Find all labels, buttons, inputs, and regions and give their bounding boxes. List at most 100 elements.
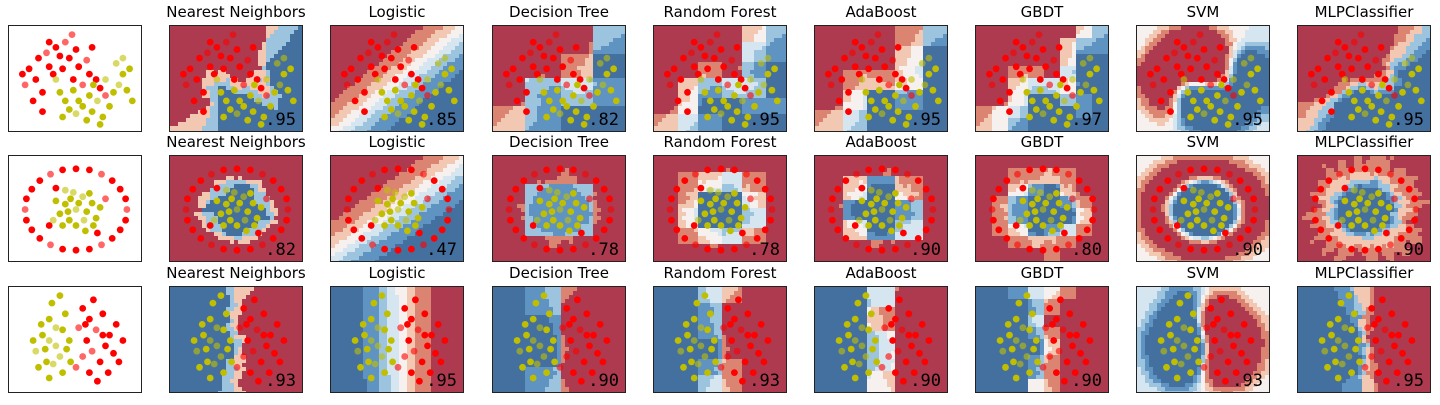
decision-region-cell bbox=[835, 82, 839, 86]
data-point-class-1 bbox=[236, 97, 244, 105]
decision-region-cell bbox=[827, 78, 831, 82]
decision-region-cell bbox=[170, 110, 174, 114]
decision-region-cell bbox=[589, 70, 593, 74]
data-point-class-1 bbox=[751, 102, 758, 110]
decision-region-cell bbox=[976, 26, 980, 30]
decision-region-cell bbox=[831, 94, 835, 98]
data-point-class-0 bbox=[56, 52, 64, 60]
decision-region-cell bbox=[206, 86, 210, 90]
decision-region-cell bbox=[501, 58, 505, 62]
decision-region-cell bbox=[182, 126, 186, 130]
decision-region-cell bbox=[270, 58, 274, 62]
decision-region-cell bbox=[198, 38, 202, 42]
decision-region-cell bbox=[835, 46, 839, 50]
decision-region-cell bbox=[867, 102, 871, 106]
decision-region-cell bbox=[875, 26, 879, 30]
decision-region-cell bbox=[545, 110, 549, 114]
decision-region-cell bbox=[678, 118, 682, 122]
decision-region-cell bbox=[447, 78, 451, 82]
decision-region-cell bbox=[851, 126, 855, 130]
data-point-class-1 bbox=[65, 106, 73, 113]
decision-region-cell bbox=[682, 122, 686, 126]
decision-region-cell bbox=[815, 46, 819, 50]
decision-region-cell bbox=[403, 94, 407, 98]
decision-region-cell bbox=[270, 86, 274, 90]
data-point-class-0 bbox=[724, 81, 732, 89]
decision-region-cell bbox=[419, 130, 423, 131]
decision-region-cell bbox=[250, 118, 254, 122]
decision-region-cell bbox=[1052, 30, 1056, 34]
decision-region-cell bbox=[617, 70, 621, 74]
decision-region-cell bbox=[674, 46, 678, 50]
decision-region-cell bbox=[258, 46, 262, 50]
data-point-class-1 bbox=[217, 88, 225, 96]
decision-region-cell bbox=[919, 30, 923, 34]
decision-region-cell bbox=[541, 122, 545, 126]
decision-region-cell bbox=[577, 38, 581, 42]
decision-region-cell bbox=[447, 102, 451, 106]
decision-region-cell bbox=[879, 58, 883, 62]
decision-region-cell bbox=[819, 34, 823, 38]
decision-region-cell bbox=[581, 58, 585, 62]
decision-region-cell bbox=[238, 106, 242, 110]
decision-region-cell bbox=[298, 38, 302, 42]
decision-region-cell bbox=[298, 50, 302, 54]
data-point-class-0 bbox=[516, 76, 524, 83]
decision-region-cell bbox=[557, 118, 561, 122]
decision-region-cell bbox=[234, 26, 238, 30]
decision-region-cell bbox=[210, 102, 214, 106]
decision-region-cell bbox=[435, 34, 439, 38]
decision-region-cell bbox=[355, 54, 359, 58]
decision-region-cell bbox=[371, 50, 375, 54]
decision-region-cell bbox=[1076, 26, 1080, 30]
decision-region-cell bbox=[561, 106, 565, 110]
decision-region-cell bbox=[423, 34, 427, 38]
decision-region-cell bbox=[569, 110, 573, 114]
decision-region-cell bbox=[734, 98, 738, 102]
decision-region-cell bbox=[270, 38, 274, 42]
decision-region-cell bbox=[686, 50, 690, 54]
decision-region-cell bbox=[355, 102, 359, 106]
decision-region-cell bbox=[447, 50, 451, 54]
decision-region-cell bbox=[593, 74, 597, 78]
decision-region-cell bbox=[254, 62, 258, 66]
data-point-class-1 bbox=[567, 116, 575, 124]
data-point-class-0 bbox=[697, 44, 705, 51]
decision-region-cell bbox=[593, 126, 597, 130]
data-point-class-0 bbox=[865, 65, 872, 73]
decision-region-cell bbox=[831, 54, 835, 58]
decision-region-cell bbox=[553, 70, 557, 74]
decision-region-cell bbox=[182, 110, 186, 114]
decision-region-cell bbox=[501, 98, 505, 102]
decision-region-cell bbox=[501, 118, 505, 122]
data-point-class-0 bbox=[206, 38, 214, 46]
decision-region-cell bbox=[190, 34, 194, 38]
decision-region-cell bbox=[883, 86, 887, 90]
decision-region-cell bbox=[270, 122, 274, 126]
decision-region-cell bbox=[682, 90, 686, 94]
decision-region-cell bbox=[218, 26, 222, 30]
decision-region-cell bbox=[451, 70, 455, 74]
decision-region-cell bbox=[698, 86, 702, 90]
decision-region-cell bbox=[722, 90, 726, 94]
decision-region-cell bbox=[593, 58, 597, 62]
decision-region-cell bbox=[395, 98, 399, 102]
data-point-class-1 bbox=[123, 86, 131, 94]
decision-region-cell bbox=[375, 118, 379, 122]
decision-region-cell bbox=[541, 118, 545, 122]
decision-region-cell bbox=[505, 38, 509, 42]
decision-region-cell bbox=[439, 118, 443, 122]
decision-region-cell bbox=[746, 66, 750, 70]
decision-region-cell bbox=[447, 122, 451, 126]
decision-region-cell bbox=[722, 86, 726, 90]
decision-region-cell bbox=[891, 126, 895, 130]
decision-region-cell bbox=[823, 86, 827, 90]
decision-region-cell bbox=[407, 110, 411, 114]
decision-region-cell bbox=[690, 118, 694, 122]
decision-region-cell bbox=[706, 78, 710, 82]
decision-region-cell bbox=[399, 86, 403, 90]
decision-region-cell bbox=[758, 86, 762, 90]
data-point-class-0 bbox=[21, 81, 29, 89]
decision-region-cell bbox=[222, 82, 226, 86]
decision-region-cell bbox=[835, 74, 839, 78]
